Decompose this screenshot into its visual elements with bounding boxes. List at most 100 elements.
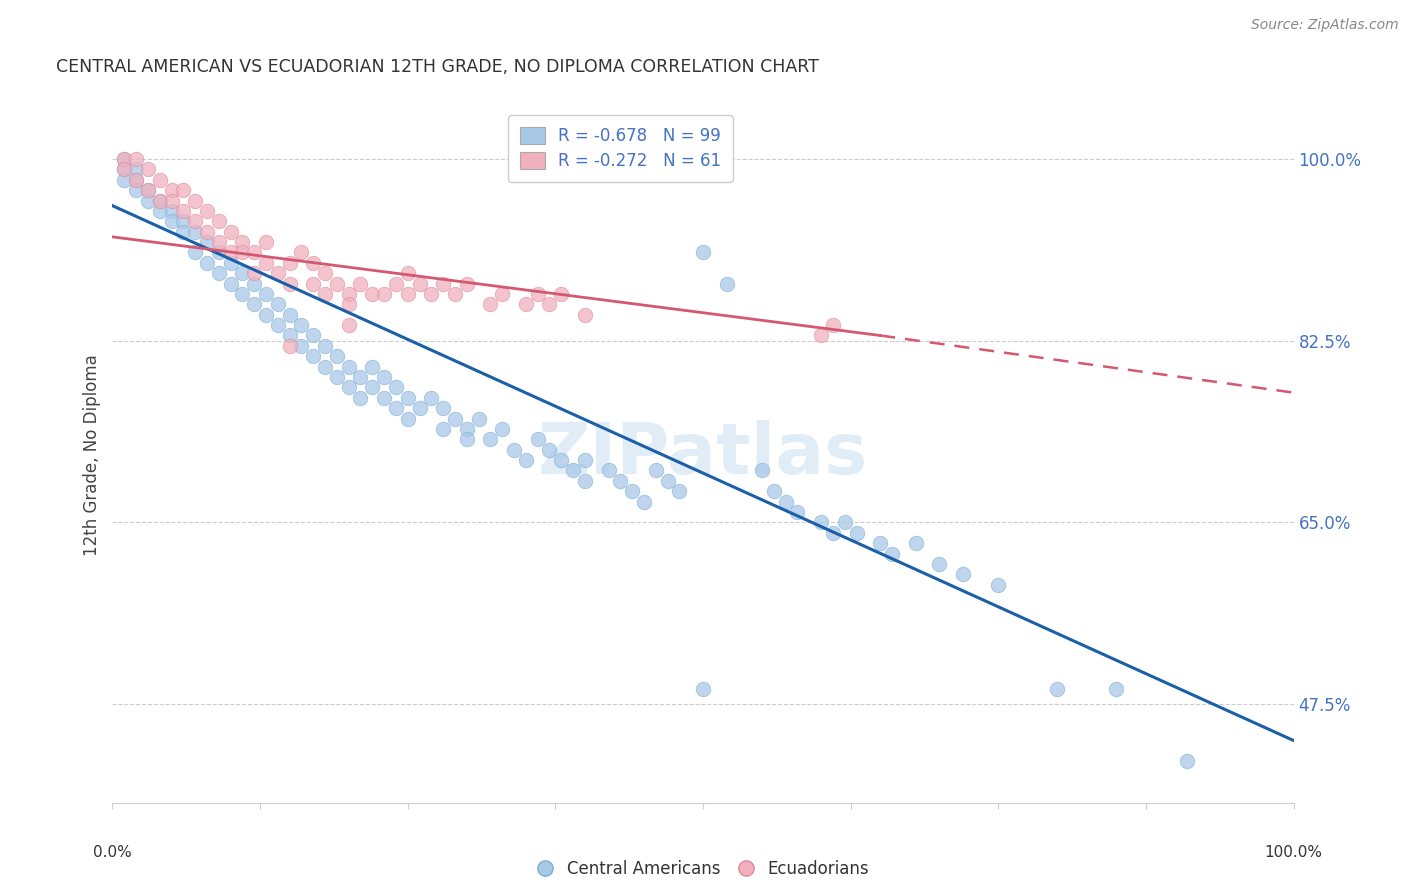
Point — [149, 203, 172, 218]
Point — [337, 297, 360, 311]
Point — [231, 266, 253, 280]
Point — [290, 245, 312, 260]
Point — [125, 172, 148, 186]
Point — [112, 162, 135, 177]
Point — [491, 287, 513, 301]
Point — [349, 370, 371, 384]
Point — [125, 152, 148, 166]
Point — [821, 318, 844, 332]
Text: Source: ZipAtlas.com: Source: ZipAtlas.com — [1251, 18, 1399, 32]
Point — [550, 453, 572, 467]
Point — [538, 442, 561, 457]
Point — [479, 297, 502, 311]
Point — [385, 401, 408, 416]
Point — [598, 463, 620, 477]
Point — [503, 442, 526, 457]
Point — [515, 297, 537, 311]
Point — [278, 277, 301, 291]
Point — [314, 339, 336, 353]
Point — [267, 318, 290, 332]
Point — [337, 318, 360, 332]
Point — [775, 494, 797, 508]
Text: 0.0%: 0.0% — [93, 845, 132, 860]
Point — [172, 214, 194, 228]
Point — [136, 194, 159, 208]
Point — [574, 308, 596, 322]
Point — [373, 287, 395, 301]
Point — [420, 287, 443, 301]
Point — [491, 422, 513, 436]
Point — [337, 287, 360, 301]
Point — [810, 516, 832, 530]
Point — [467, 411, 489, 425]
Point — [385, 277, 408, 291]
Point — [219, 245, 242, 260]
Point — [302, 328, 325, 343]
Point — [361, 380, 384, 394]
Point — [1175, 754, 1198, 768]
Point — [254, 308, 277, 322]
Point — [254, 256, 277, 270]
Point — [1046, 681, 1069, 696]
Point — [290, 318, 312, 332]
Point — [149, 194, 172, 208]
Point — [160, 203, 183, 218]
Point — [845, 525, 868, 540]
Point — [644, 463, 666, 477]
Legend: Central Americans, Ecuadorians: Central Americans, Ecuadorians — [530, 854, 876, 885]
Point — [987, 578, 1010, 592]
Point — [396, 287, 419, 301]
Point — [112, 152, 135, 166]
Text: ZIPatlas: ZIPatlas — [538, 420, 868, 490]
Point — [821, 525, 844, 540]
Point — [112, 172, 135, 186]
Point — [526, 287, 548, 301]
Point — [633, 494, 655, 508]
Point — [762, 484, 785, 499]
Point — [751, 463, 773, 477]
Point — [302, 256, 325, 270]
Point — [456, 277, 478, 291]
Point — [361, 359, 384, 374]
Point — [160, 194, 183, 208]
Point — [562, 463, 585, 477]
Point — [231, 235, 253, 249]
Point — [432, 422, 454, 436]
Point — [373, 370, 395, 384]
Point — [184, 225, 207, 239]
Point — [314, 359, 336, 374]
Point — [125, 172, 148, 186]
Point — [396, 411, 419, 425]
Point — [396, 266, 419, 280]
Point — [337, 380, 360, 394]
Point — [432, 277, 454, 291]
Point — [278, 308, 301, 322]
Point — [456, 422, 478, 436]
Point — [479, 433, 502, 447]
Point — [692, 681, 714, 696]
Point — [349, 277, 371, 291]
Point — [373, 391, 395, 405]
Point — [456, 433, 478, 447]
Point — [396, 391, 419, 405]
Point — [160, 183, 183, 197]
Point — [184, 194, 207, 208]
Point — [267, 297, 290, 311]
Point — [621, 484, 644, 499]
Point — [326, 370, 349, 384]
Point — [136, 183, 159, 197]
Point — [928, 557, 950, 571]
Point — [278, 339, 301, 353]
Point — [243, 266, 266, 280]
Point — [408, 401, 430, 416]
Point — [326, 349, 349, 363]
Point — [267, 266, 290, 280]
Point — [231, 287, 253, 301]
Point — [195, 235, 218, 249]
Point — [314, 266, 336, 280]
Point — [609, 474, 631, 488]
Point — [810, 328, 832, 343]
Point — [136, 183, 159, 197]
Text: 100.0%: 100.0% — [1264, 845, 1323, 860]
Point — [408, 277, 430, 291]
